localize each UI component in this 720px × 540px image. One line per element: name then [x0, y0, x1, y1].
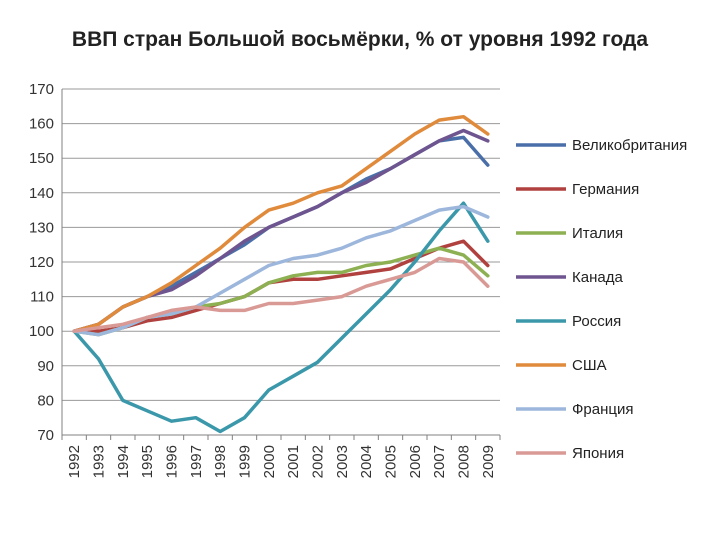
x-tick-label-2006: 2006	[407, 445, 424, 478]
x-tick-label-2007: 2007	[431, 445, 448, 478]
x-tick-label-2004: 2004	[358, 445, 375, 478]
y-tick-label-110: 110	[30, 289, 54, 306]
x-tick-label-2000: 2000	[261, 445, 278, 478]
x-tick-label-1994: 1994	[115, 445, 132, 478]
y-tick-label-90: 90	[37, 358, 54, 375]
x-tick-label-1995: 1995	[139, 445, 156, 478]
x-tick-label-1993: 1993	[91, 445, 108, 478]
legend-label-3: Канада	[572, 269, 623, 286]
y-tick-label-150: 150	[29, 150, 54, 167]
legend-label-1: Германия	[572, 181, 639, 198]
x-tick-label-2001: 2001	[285, 445, 302, 478]
legend-label-7: Япония	[572, 445, 624, 462]
series-line-5	[72, 114, 490, 333]
y-tick-label-80: 80	[37, 392, 54, 409]
x-tick-label-1998: 1998	[212, 445, 229, 478]
legend-label-0: Великобритания	[572, 137, 687, 154]
x-tick-label-2005: 2005	[383, 445, 400, 478]
x-tick-label-2002: 2002	[310, 445, 327, 478]
legend-label-6: Франция	[572, 401, 633, 418]
legend-label-4: Россия	[572, 313, 621, 330]
series-line-6	[72, 204, 490, 337]
chart-title: ВВП стран Большой восьмёрки, % от уровня…	[71, 28, 649, 51]
y-tick-label-170: 170	[29, 81, 54, 98]
x-tick-label-1992: 1992	[66, 445, 83, 478]
series-line-1	[72, 239, 490, 333]
x-tick-label-1996: 1996	[164, 445, 181, 478]
legend-label-2: Италия	[572, 225, 623, 242]
series-line-4	[72, 201, 490, 434]
x-tick-label-2003: 2003	[334, 445, 351, 478]
y-tick-label-100: 100	[29, 323, 54, 340]
series-line-7	[72, 256, 490, 333]
legend-label-5: США	[572, 357, 607, 374]
y-tick-label-70: 70	[37, 427, 54, 444]
y-tick-label-120: 120	[29, 254, 54, 271]
x-tick-label-2008: 2008	[456, 445, 473, 478]
y-tick-label-160: 160	[29, 116, 54, 133]
x-tick-label-2009: 2009	[480, 445, 497, 478]
y-tick-label-130: 130	[29, 219, 54, 236]
y-tick-label-140: 140	[29, 185, 54, 202]
x-tick-label-1999: 1999	[237, 445, 254, 478]
x-tick-label-1997: 1997	[188, 445, 205, 478]
